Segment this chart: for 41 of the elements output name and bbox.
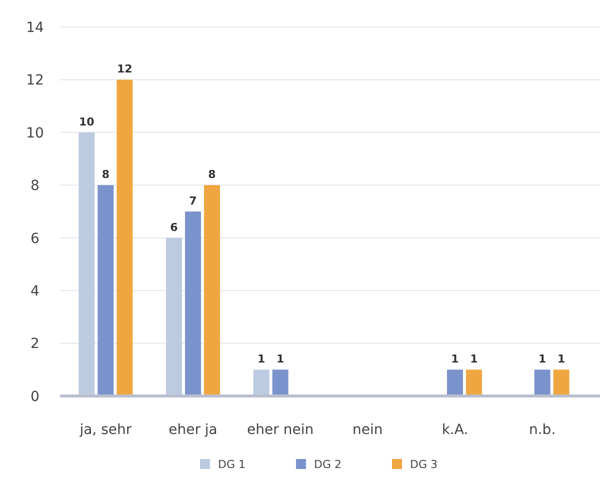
data-label: 8 — [102, 168, 110, 182]
bar — [166, 238, 182, 396]
bar — [272, 370, 288, 396]
y-tick-label: 4 — [30, 283, 40, 300]
y-tick-label: 10 — [26, 125, 44, 142]
data-label: 10 — [79, 115, 95, 128]
data-label: 12 — [117, 62, 132, 76]
y-tick-label: 14 — [26, 20, 44, 36]
bar — [98, 185, 114, 396]
data-label: 7 — [189, 194, 197, 208]
legend-label: DG 2 — [314, 458, 342, 471]
legend-label: DG 3 — [410, 458, 438, 471]
data-label: 1 — [538, 352, 546, 366]
bar — [534, 370, 550, 396]
y-tick-label: 12 — [26, 72, 44, 89]
y-tick-label: 2 — [30, 336, 40, 352]
data-label: 1 — [470, 352, 478, 366]
data-label: 1 — [258, 352, 266, 366]
bar — [553, 370, 570, 396]
x-tick-label: k.A. — [442, 422, 468, 438]
data-label: 1 — [276, 352, 284, 366]
data-label: 1 — [558, 352, 566, 366]
bar — [78, 132, 95, 396]
y-tick-label: 6 — [30, 230, 40, 247]
x-tick-label: eher nein — [247, 422, 314, 438]
data-label: 8 — [208, 168, 216, 182]
legend-label: DG 1 — [218, 458, 246, 471]
x-tick-label: nein — [352, 422, 383, 438]
bar — [466, 370, 482, 396]
y-tick-label: 8 — [30, 178, 40, 194]
data-label: 1 — [451, 352, 459, 366]
x-tick-label: ja, sehr — [78, 422, 132, 438]
bar — [185, 212, 201, 396]
x-tick-label: n.b. — [528, 422, 556, 438]
bar — [253, 370, 270, 396]
bar — [447, 370, 463, 396]
bar — [116, 80, 133, 396]
y-tick-label: 0 — [30, 388, 40, 405]
bar — [204, 185, 220, 396]
x-tick-label: eher ja — [168, 422, 218, 438]
data-label: 6 — [170, 220, 178, 234]
